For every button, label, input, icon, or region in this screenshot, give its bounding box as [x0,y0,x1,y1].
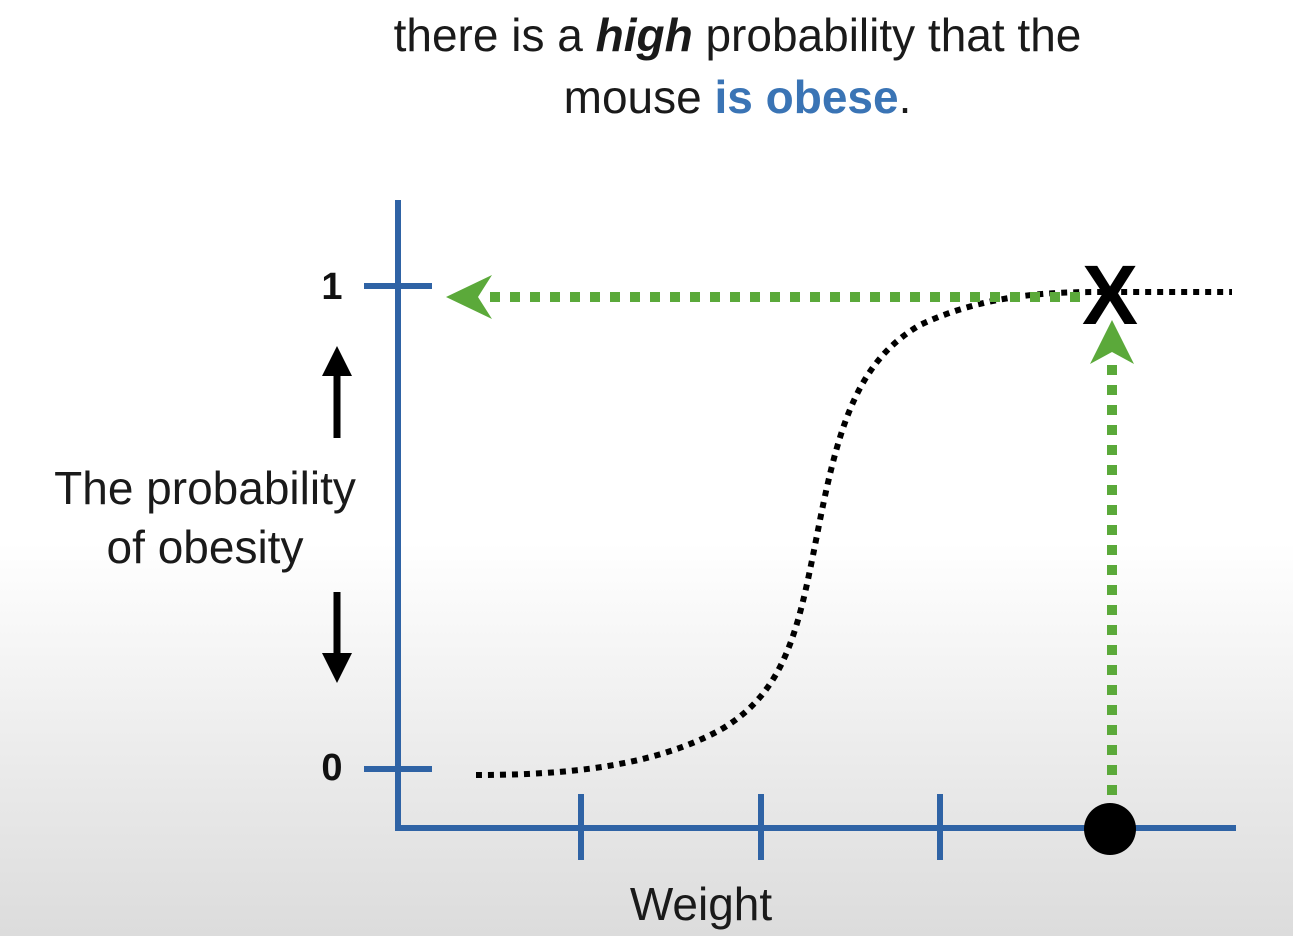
left-arrowhead-icon [446,275,492,319]
headline-line2-suffix: . [898,71,912,123]
y-axis-label-line-2: of obesity [107,521,304,573]
headline-prefix: there is a [393,9,596,61]
down-arrow-icon [322,592,352,683]
headline-emphasis: high [595,9,693,61]
headline-suffix: probability that the [692,9,1082,61]
y-tick-label-1: 1 [321,266,342,308]
y-axis-label-line-1: The probability [54,462,356,514]
x-axis-label: Weight [630,878,773,930]
sigmoid-curve [475,289,1232,778]
headline-line2-prefix: mouse [563,71,715,123]
y-tick-label-0: 0 [321,747,342,789]
headline-accent: is obese [714,71,899,123]
x-marker: X [1082,248,1138,342]
headline-line-2: mouse is obese. [200,74,1275,120]
up-arrow-icon [322,346,352,438]
data-point-dot [1084,803,1136,855]
up-arrowhead-icon [1090,320,1134,364]
headline-line-1: there is a high probability that the [200,12,1275,58]
